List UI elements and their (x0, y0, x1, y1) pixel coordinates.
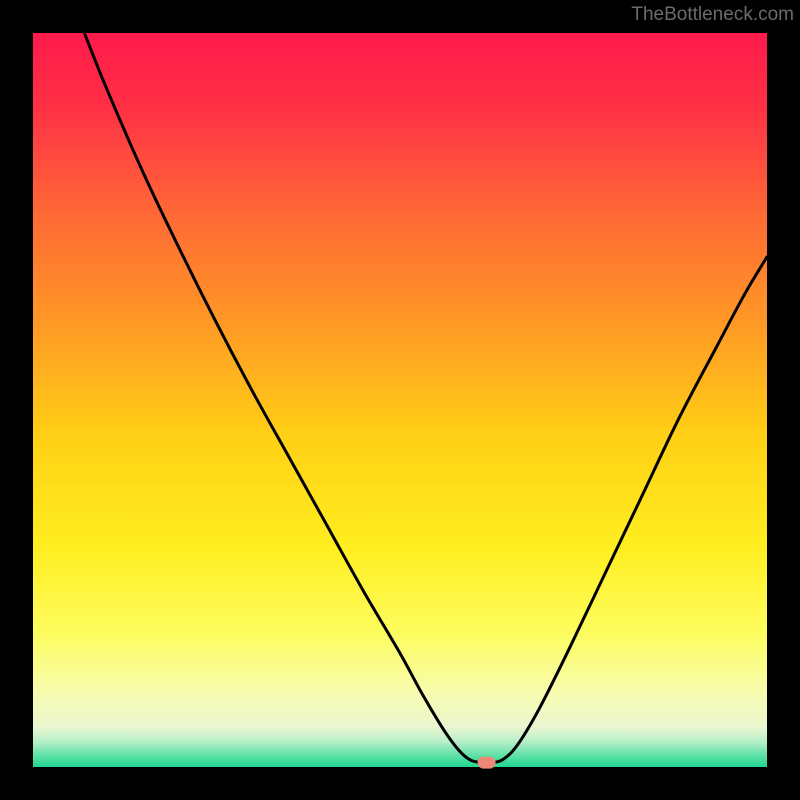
chart-svg (0, 0, 800, 800)
plot-background (33, 33, 767, 767)
bottleneck-chart: TheBottleneck.com (0, 0, 800, 800)
watermark-text: TheBottleneck.com (631, 4, 794, 26)
optimal-marker (478, 757, 496, 769)
